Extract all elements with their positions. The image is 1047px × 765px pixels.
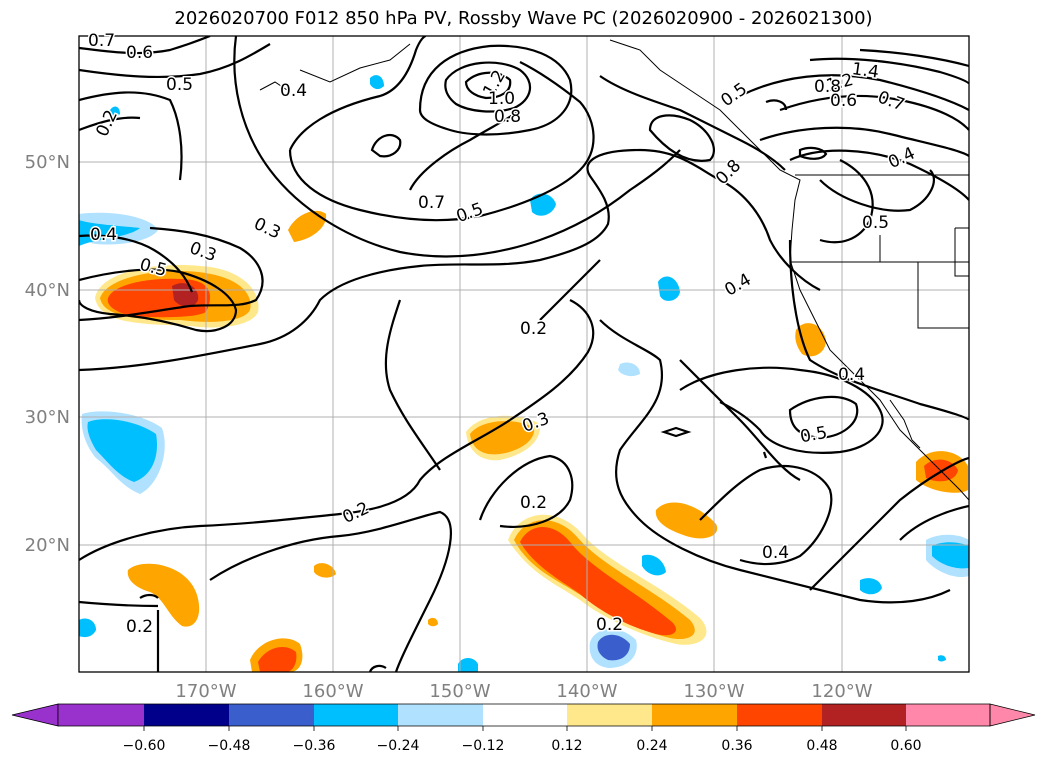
colorbar-segment	[906, 704, 990, 726]
contour-label: 0.2	[126, 617, 153, 637]
colorbar-tick-label: 0.48	[806, 738, 837, 754]
contour-label: 0.3	[251, 214, 284, 244]
colorbar-segment	[398, 704, 483, 726]
colorbar-segment	[822, 704, 906, 726]
contour-label: 0.2	[596, 615, 623, 635]
contour-label: 0.7	[875, 87, 907, 115]
contour-label: 0.7	[418, 193, 445, 213]
lat-label: 20°N	[25, 535, 70, 556]
contour-label: 0.4	[838, 365, 865, 385]
colorbar-tick-label: 0.60	[890, 738, 921, 754]
lat-label: 30°N	[25, 407, 70, 428]
contour-label: 0.3	[520, 409, 552, 437]
map-title: 2026020700 F012 850 hPa PV, Rossby Wave …	[174, 8, 873, 29]
colorbar-segment	[737, 704, 822, 726]
lon-label: 130°W	[683, 681, 744, 702]
colorbar-segment	[567, 704, 652, 726]
contour-label: 0.8	[814, 77, 841, 97]
colorbar-tick-label: −0.36	[293, 738, 336, 754]
lon-label: 170°W	[175, 681, 236, 702]
contour-label: 0.6	[830, 91, 857, 111]
pv-shading	[79, 75, 969, 672]
colorbar-segment	[229, 704, 314, 726]
contour-label: 0.2	[520, 493, 547, 513]
pv-contours	[79, 36, 969, 672]
contour-labels: 0.7 0.6 0.5 0.4 0.2 1.2 1.0 0.8 0.7 0.5 …	[87, 30, 920, 639]
contour-label: 0.4	[280, 81, 307, 101]
colorbar-tick-label: −0.48	[208, 738, 251, 754]
contour-label: 0.4	[885, 143, 918, 173]
contour-label: 0.4	[762, 543, 789, 563]
contour-label: 0.5	[454, 199, 486, 227]
contour-label: 0.5	[166, 75, 193, 95]
latitude-labels: 50°N 40°N 30°N 20°N	[25, 152, 70, 556]
contour-label: 0.4	[90, 225, 117, 245]
contour-label: 0.6	[126, 43, 153, 63]
colorbar-tick-label: −0.24	[377, 738, 420, 754]
colorbar-segment	[11, 703, 59, 727]
colorbar-tick-label: 0.12	[551, 738, 582, 754]
contour-label: 0.5	[799, 423, 829, 447]
colorbar-tick-label: 0.36	[721, 738, 752, 754]
colorbar: −0.60 −0.48 −0.36 −0.24 −0.12 0.12 0.24 …	[11, 703, 1036, 754]
contour-label: 0.8	[494, 107, 521, 127]
colorbar-segment	[989, 703, 1036, 727]
contour-label: 0.5	[717, 79, 751, 111]
colorbar-segment	[483, 704, 567, 726]
colorbar-tick-label: 0.24	[636, 738, 667, 754]
contour-label: 0.4	[721, 270, 754, 301]
lon-label: 150°W	[429, 681, 490, 702]
colorbar-tick-label: −0.12	[462, 738, 505, 754]
colorbar-segment	[144, 704, 229, 726]
lon-label: 140°W	[556, 681, 617, 702]
contour-label: 1.4	[851, 59, 881, 83]
contour-label: 0.5	[862, 213, 889, 233]
contour-label: 0.3	[187, 238, 219, 266]
lon-label: 160°W	[302, 681, 363, 702]
colorbar-segment	[652, 704, 737, 726]
contour-label: 0.8	[712, 156, 745, 189]
contour-label: 0.2	[340, 498, 373, 528]
longitude-labels: 170°W 160°W 150°W 140°W 130°W 120°W	[175, 681, 872, 702]
coastlines	[259, 39, 969, 501]
contour-label: 1.0	[488, 89, 515, 109]
colorbar-segment	[314, 704, 398, 726]
lat-label: 40°N	[25, 280, 70, 301]
contour-label: 0.2	[520, 319, 547, 339]
colorbar-segment	[58, 704, 144, 726]
lat-label: 50°N	[25, 152, 70, 173]
contour-label: 0.7	[88, 31, 115, 51]
colorbar-tick-label: −0.60	[123, 738, 166, 754]
map-frame	[78, 35, 970, 673]
lon-label: 120°W	[811, 681, 872, 702]
